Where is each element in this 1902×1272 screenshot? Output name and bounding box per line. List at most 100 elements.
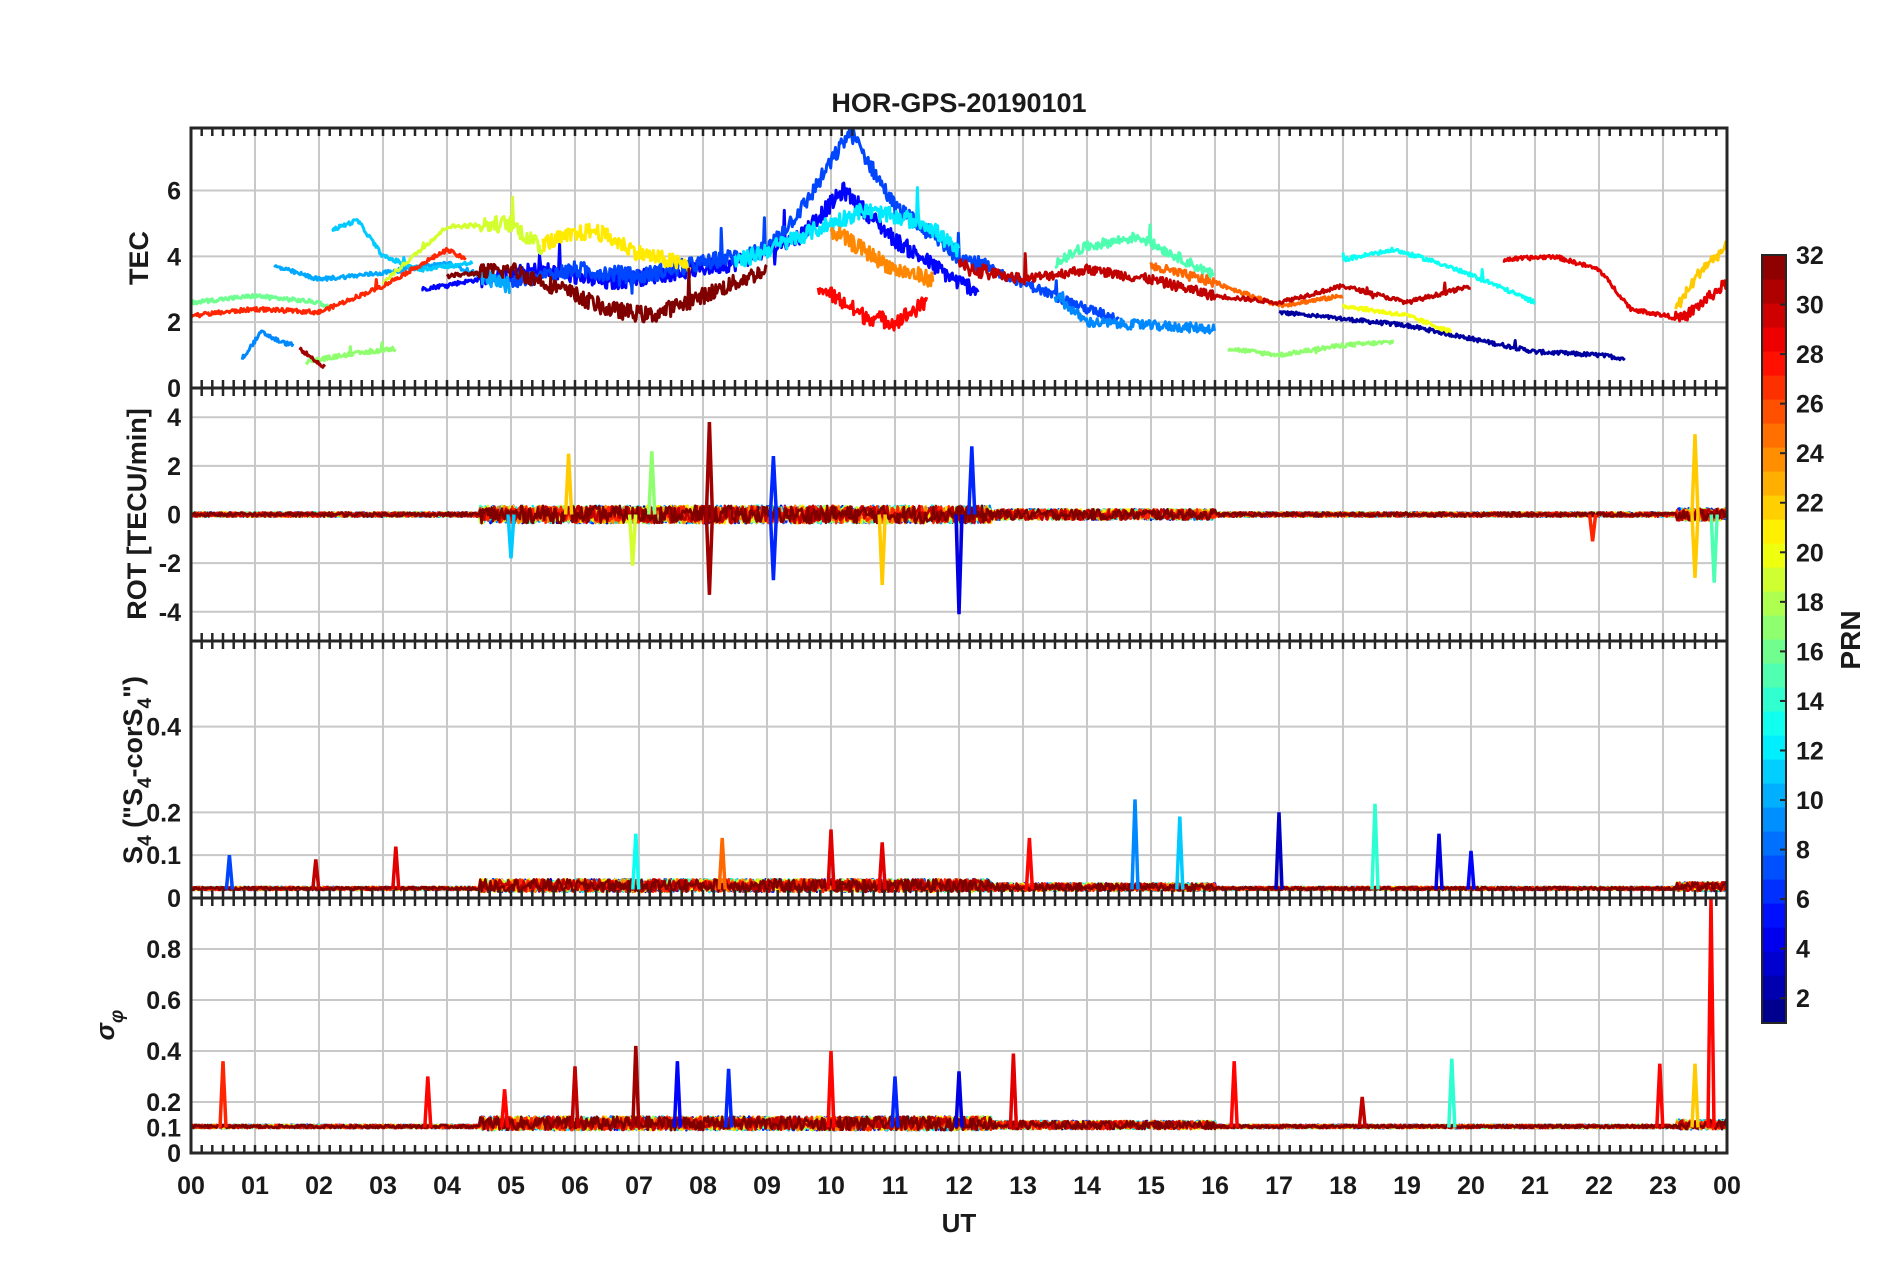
spike-prn-15 — [1709, 514, 1719, 583]
y-tick-label: 2 — [167, 309, 181, 337]
colorbar-segment — [1762, 279, 1786, 304]
y-label-tec: TEC — [124, 231, 154, 285]
spike-prn-28 — [1655, 1063, 1665, 1128]
series-prn-25 — [1149, 262, 1344, 309]
x-tick-label: 07 — [625, 1172, 653, 1200]
colorbar-segment — [1762, 447, 1786, 472]
spike-prn-28 — [1706, 898, 1716, 1128]
spike-prn-28 — [499, 1089, 510, 1128]
y-tick-label: 0.8 — [146, 936, 181, 964]
series-prn-21 — [541, 222, 692, 274]
x-tick-label: 19 — [1393, 1172, 1421, 1200]
spike-prn-28 — [423, 1076, 433, 1128]
spike-prn-4 — [954, 1071, 964, 1128]
spike-prn-22 — [1690, 1063, 1700, 1128]
spike-prn-27 — [218, 1061, 228, 1128]
x-tick-label: 21 — [1521, 1172, 1549, 1200]
y-tick-label: 0.4 — [146, 714, 181, 742]
spike-prn-9 — [1130, 799, 1140, 890]
colorbar-segment — [1762, 711, 1786, 736]
series-prn-29 — [1502, 253, 1727, 323]
y-tick-label: 2 — [167, 453, 181, 481]
colorbar-tick-label: 4 — [1796, 936, 1810, 964]
spike-prn-6 — [890, 1076, 900, 1128]
x-tick-label: 04 — [433, 1172, 461, 1200]
x-tick-label: 18 — [1329, 1172, 1357, 1200]
colorbar-segment — [1762, 591, 1786, 616]
y-label-s4: S4 ("S4-corS4") — [118, 676, 156, 864]
colorbar-tick-label: 32 — [1796, 242, 1824, 270]
data-layer — [191, 128, 1727, 369]
panel-rot: -4 -2 0 2 4 — [159, 386, 1729, 643]
x-tick-label: 06 — [561, 1172, 589, 1200]
colorbar-segment — [1762, 303, 1786, 328]
spike-prn-29 — [826, 829, 836, 890]
y-tick-label: 0.1 — [146, 1115, 181, 1143]
colorbar-segment — [1762, 951, 1786, 976]
y-label-rot: ROT [TECU/min] — [122, 408, 152, 619]
x-tick-label: 16 — [1201, 1172, 1229, 1200]
colorbar-segment — [1762, 855, 1786, 880]
series-prn-9 — [1053, 291, 1216, 335]
spike-prn-28 — [1229, 1061, 1239, 1128]
data-layer — [191, 898, 1727, 1132]
spike-prn-30 — [570, 1066, 580, 1128]
series-prn-32 — [191, 877, 1727, 894]
minor-ticks — [189, 641, 1729, 898]
spike-prn-22 — [1690, 434, 1700, 515]
spike-prn-25 — [717, 837, 727, 890]
series-prn-2 — [1278, 310, 1626, 362]
spike-prn-6 — [768, 514, 779, 581]
y-tick-label: 4 — [167, 243, 181, 271]
colorbar-tick-label: 12 — [1796, 737, 1824, 765]
y-tick-label: 0.6 — [146, 987, 181, 1015]
spike-prn-22 — [1690, 514, 1700, 578]
spike-prn-29 — [1008, 1053, 1019, 1128]
colorbar-tick-label: 6 — [1796, 886, 1810, 914]
spike-prn-4 — [1434, 833, 1444, 890]
colorbar-tick-label: 2 — [1796, 985, 1810, 1013]
colorbar-segment — [1762, 567, 1786, 592]
spike-prn-6 — [967, 446, 977, 515]
x-tick-label: 08 — [689, 1172, 717, 1200]
colorbar-segment — [1762, 519, 1786, 544]
colorbar-segment — [1762, 975, 1786, 1000]
colorbar-segment — [1762, 927, 1786, 952]
spike-prn-11 — [1175, 816, 1185, 890]
y-tick-label: 0 — [167, 1140, 181, 1168]
spike-prn-13 — [631, 833, 641, 890]
series-prn-20 — [1341, 303, 1453, 334]
spike-prn-29 — [877, 842, 887, 890]
grid — [191, 128, 1727, 388]
spike-prn-27 — [1587, 514, 1598, 542]
spike-prn-31 — [704, 422, 715, 515]
y-tick-label: 0.2 — [146, 1089, 181, 1117]
x-tick-label: 09 — [753, 1172, 781, 1200]
spike-prn-30 — [1357, 1096, 1367, 1128]
spike-prn-22 — [563, 453, 574, 515]
panel-s4: 0 0.1 0.2 0.4 — [146, 639, 1729, 913]
series-prn-28 — [816, 286, 929, 332]
x-axis-label: UT — [942, 1208, 977, 1238]
minor-ticks — [189, 128, 1729, 388]
y-tick-label: 0.4 — [146, 1038, 181, 1066]
spike-prn-28 — [826, 1050, 836, 1128]
spike-prn-5 — [672, 1061, 683, 1128]
spike-prn-5 — [1466, 850, 1476, 890]
series-prn-17 — [1227, 339, 1395, 358]
colorbar-segment — [1762, 423, 1786, 448]
y-label-sigma-phi: σφ — [90, 1010, 128, 1041]
x-tick-label: 10 — [817, 1172, 845, 1200]
colorbar-tick-label: 20 — [1796, 539, 1824, 567]
series-prn-13 — [1341, 246, 1536, 305]
spike-prn-14 — [1447, 1058, 1457, 1128]
series-prn-17 — [304, 341, 397, 365]
panel-tec: 0 2 4 6 — [167, 126, 1729, 403]
colorbar-tick-label: 16 — [1796, 638, 1824, 666]
colorbar-tick-label: 22 — [1796, 490, 1824, 518]
colorbar-tick-label: 24 — [1796, 440, 1824, 468]
series-prn-15 — [1054, 223, 1216, 279]
colorbar-tick-label: 18 — [1796, 589, 1824, 617]
spike-prn-17 — [647, 451, 657, 515]
